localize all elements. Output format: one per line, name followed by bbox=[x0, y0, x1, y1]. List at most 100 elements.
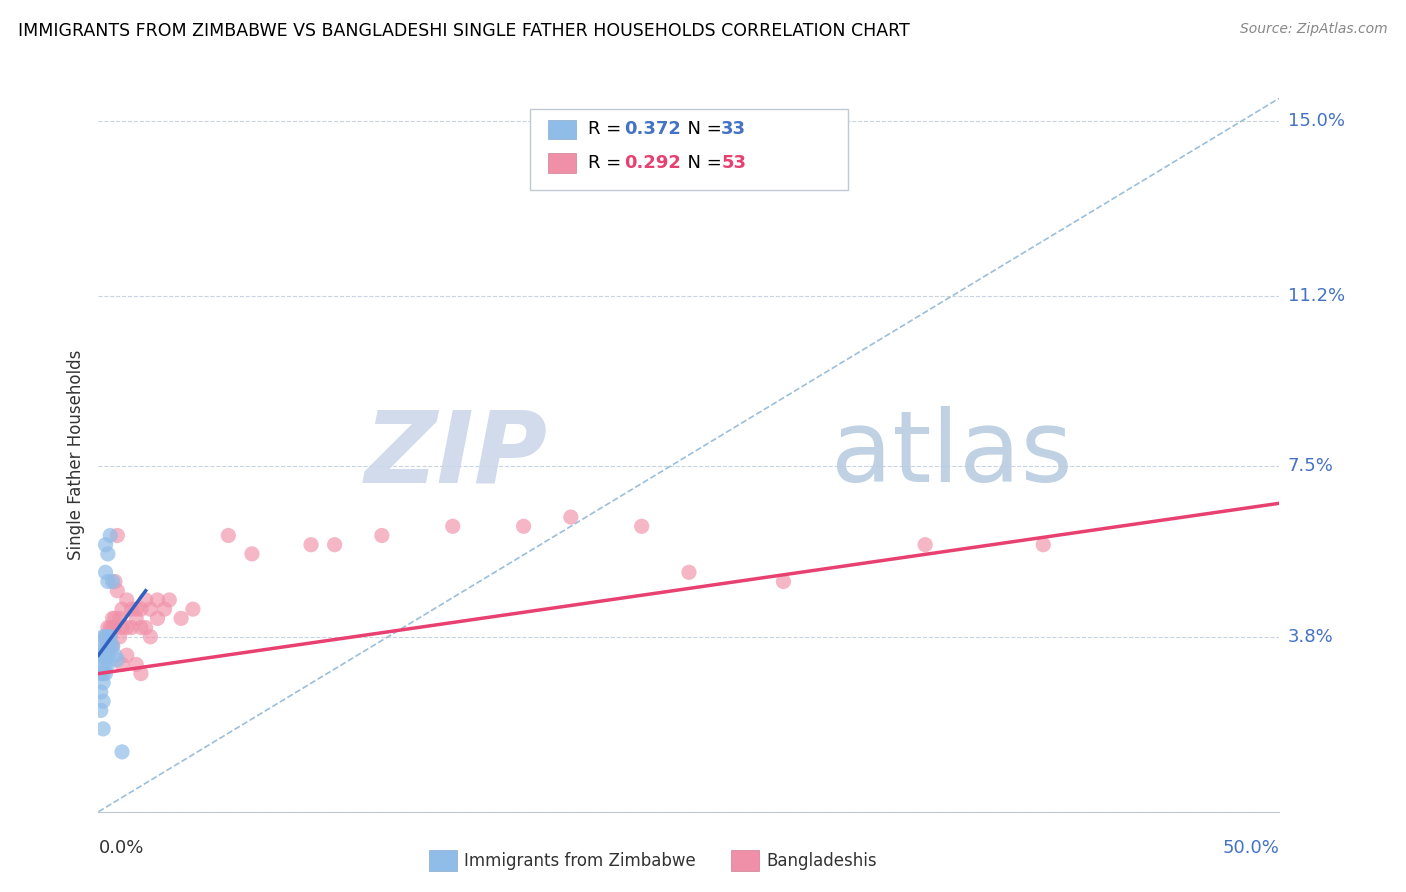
Point bbox=[125, 657, 148, 672]
Point bbox=[170, 611, 193, 625]
Text: 50.0%: 50.0% bbox=[1223, 839, 1279, 857]
Text: 15.0%: 15.0% bbox=[1288, 112, 1344, 130]
Point bbox=[91, 666, 114, 681]
Point bbox=[94, 639, 117, 653]
Point bbox=[104, 621, 127, 635]
Point bbox=[98, 630, 121, 644]
Point bbox=[91, 675, 114, 690]
Point bbox=[125, 602, 148, 616]
Text: IMMIGRANTS FROM ZIMBABWE VS BANGLADESHI SINGLE FATHER HOUSEHOLDS CORRELATION CHA: IMMIGRANTS FROM ZIMBABWE VS BANGLADESHI … bbox=[18, 22, 910, 40]
Point bbox=[115, 648, 138, 663]
Text: Source: ZipAtlas.com: Source: ZipAtlas.com bbox=[1240, 22, 1388, 37]
Point bbox=[105, 583, 128, 598]
Point bbox=[108, 630, 131, 644]
Point bbox=[129, 666, 152, 681]
Text: R =: R = bbox=[588, 120, 627, 138]
Point bbox=[101, 611, 124, 625]
Text: atlas: atlas bbox=[831, 407, 1073, 503]
Text: 0.0%: 0.0% bbox=[98, 839, 143, 857]
Point bbox=[91, 648, 114, 663]
Text: Bangladeshis: Bangladeshis bbox=[766, 852, 877, 870]
Point bbox=[139, 602, 162, 616]
Point bbox=[90, 648, 112, 663]
Point bbox=[97, 639, 120, 653]
Point bbox=[90, 703, 112, 717]
Point bbox=[371, 528, 394, 542]
Text: 0.292: 0.292 bbox=[624, 154, 681, 172]
Point bbox=[105, 528, 128, 542]
Point bbox=[104, 648, 127, 663]
Point bbox=[94, 666, 117, 681]
Point bbox=[121, 621, 143, 635]
Point bbox=[97, 639, 120, 653]
Point bbox=[121, 602, 143, 616]
Text: Immigrants from Zimbabwe: Immigrants from Zimbabwe bbox=[464, 852, 696, 870]
Point bbox=[914, 538, 936, 552]
Point bbox=[441, 519, 464, 533]
Text: 0.372: 0.372 bbox=[624, 120, 681, 138]
Point bbox=[111, 621, 134, 635]
Point bbox=[115, 621, 138, 635]
Point bbox=[146, 593, 169, 607]
Point bbox=[135, 621, 157, 635]
Point bbox=[111, 602, 134, 616]
Point bbox=[98, 621, 121, 635]
Point bbox=[157, 593, 180, 607]
Point bbox=[94, 630, 117, 644]
Point bbox=[111, 745, 134, 759]
Point bbox=[125, 611, 148, 625]
Point bbox=[94, 648, 117, 663]
Point bbox=[111, 657, 134, 672]
Point bbox=[129, 602, 152, 616]
Point bbox=[97, 630, 120, 644]
Point bbox=[94, 566, 117, 580]
Text: 33: 33 bbox=[721, 120, 747, 138]
Point bbox=[630, 519, 652, 533]
Point bbox=[94, 630, 117, 644]
Point bbox=[101, 574, 124, 589]
Point bbox=[240, 547, 263, 561]
Point bbox=[94, 538, 117, 552]
Point bbox=[115, 593, 138, 607]
Point bbox=[129, 621, 152, 635]
Point bbox=[91, 630, 114, 644]
Point bbox=[97, 621, 120, 635]
Point bbox=[90, 666, 112, 681]
Point bbox=[91, 694, 114, 708]
Point bbox=[104, 574, 127, 589]
Text: R =: R = bbox=[588, 154, 627, 172]
Point bbox=[91, 639, 114, 653]
Text: 53: 53 bbox=[721, 154, 747, 172]
Point bbox=[299, 538, 322, 552]
Point bbox=[512, 519, 534, 533]
Point bbox=[135, 593, 157, 607]
Point bbox=[153, 602, 176, 616]
Point bbox=[97, 574, 120, 589]
Point bbox=[98, 639, 121, 653]
Point bbox=[217, 528, 239, 542]
Point bbox=[108, 611, 131, 625]
Point bbox=[772, 574, 794, 589]
Point bbox=[105, 653, 128, 667]
Point bbox=[94, 657, 117, 672]
Point bbox=[91, 722, 114, 736]
Point bbox=[98, 528, 121, 542]
Point bbox=[98, 630, 121, 644]
Point bbox=[560, 510, 582, 524]
Text: ZIP: ZIP bbox=[364, 407, 547, 503]
Point bbox=[97, 657, 120, 672]
Point bbox=[101, 621, 124, 635]
Point bbox=[98, 639, 121, 653]
Text: 3.8%: 3.8% bbox=[1288, 628, 1333, 646]
Point bbox=[91, 657, 114, 672]
Point bbox=[323, 538, 346, 552]
Text: N =: N = bbox=[676, 154, 728, 172]
Point bbox=[678, 566, 700, 580]
Point bbox=[97, 547, 120, 561]
Y-axis label: Single Father Households: Single Father Households bbox=[67, 350, 86, 560]
Point bbox=[101, 639, 124, 653]
Point bbox=[101, 639, 124, 653]
Point bbox=[139, 630, 162, 644]
Point bbox=[90, 685, 112, 699]
Point bbox=[97, 648, 120, 663]
